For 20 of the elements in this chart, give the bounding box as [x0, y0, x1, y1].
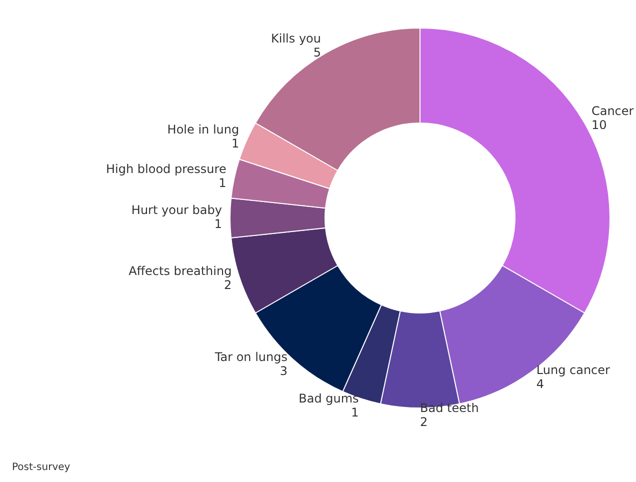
- slice-label: High blood pressure: [106, 162, 226, 176]
- slice-label: Tar on lungs: [214, 350, 288, 364]
- data-label: 1: [351, 405, 359, 420]
- slice-label: Bad gums: [298, 391, 359, 406]
- data-label: 2: [420, 415, 428, 429]
- slice-label: Hole in lung: [167, 122, 240, 136]
- slice-label: Kills you: [271, 32, 321, 46]
- slice-label: Cancer: [591, 104, 634, 118]
- data-label: 1: [218, 176, 226, 190]
- slice-label: Affects breathing: [128, 264, 232, 278]
- data-label: 10: [591, 118, 607, 132]
- slice-label: Lung cancer: [536, 363, 610, 378]
- slice-label: Hurt your baby: [131, 203, 222, 217]
- text: Post-survey: [12, 462, 70, 473]
- data-label: 5: [313, 46, 321, 60]
- data-label: 1: [231, 136, 240, 150]
- data-label: 1: [214, 217, 222, 231]
- data-label: 2: [224, 278, 232, 292]
- data-label: 3: [280, 364, 288, 378]
- data-label: 4: [536, 377, 544, 392]
